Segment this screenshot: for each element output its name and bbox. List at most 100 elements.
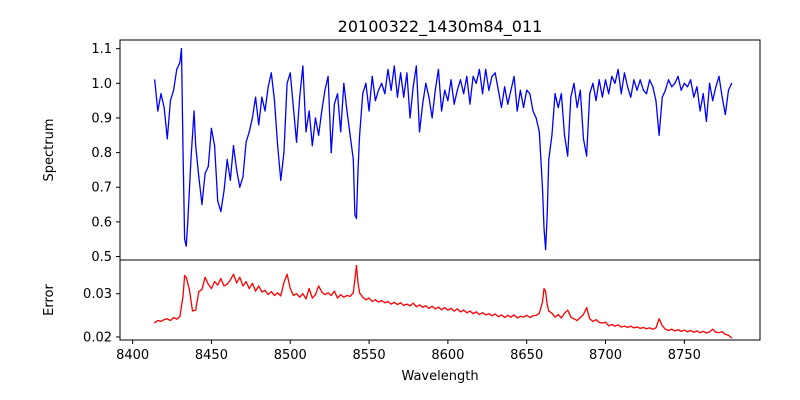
spectrum-point [357, 169, 359, 171]
spectrum-point [406, 72, 408, 74]
error-point [522, 316, 525, 318]
spectrum-point [693, 96, 695, 98]
error-point [724, 333, 726, 335]
spectrum-point [620, 93, 622, 95]
error-point [387, 300, 389, 303]
error-point [365, 299, 367, 301]
error-point [182, 295, 184, 297]
error-point [201, 288, 203, 291]
spectrum-point [305, 131, 307, 133]
spectrum-point [545, 249, 547, 251]
error-point [239, 276, 241, 278]
spectrum-point [563, 134, 566, 136]
spectrum-point [340, 131, 342, 133]
error-point [469, 310, 471, 312]
spectrum-point [399, 72, 402, 74]
spectrum-point [522, 106, 525, 109]
error-point [696, 330, 698, 332]
spectrum-point [179, 61, 181, 64]
spectrum-point [354, 214, 356, 216]
error-point [674, 330, 676, 332]
spectrum-point [280, 179, 282, 181]
spectrum-point [166, 138, 168, 140]
error-point [330, 294, 332, 297]
error-point [327, 292, 329, 294]
error-point [264, 289, 266, 291]
spectrum-point [724, 113, 726, 116]
spectrum-point [551, 134, 553, 136]
error-point [491, 315, 493, 317]
error-point [213, 281, 216, 283]
error-point [570, 316, 572, 318]
error-point [453, 310, 455, 312]
spectrum-point [377, 89, 380, 91]
spectrum-point [516, 110, 518, 112]
error-point [563, 312, 566, 314]
error-point [232, 273, 235, 275]
error-point [649, 327, 651, 329]
spectrum-point [318, 134, 320, 136]
error-point [280, 295, 282, 297]
spectrum-point [677, 75, 679, 77]
error-point [437, 306, 440, 308]
x-tick-label: 8750 [668, 348, 701, 363]
spectrum-point [513, 75, 515, 77]
error-point [261, 291, 263, 293]
spectrum-point [491, 75, 493, 77]
error-y-tick-label: 0.03 [83, 287, 112, 302]
error-point [582, 313, 585, 316]
spectrum-point [541, 186, 544, 188]
spectrum-point [664, 89, 667, 91]
spectrum-point [187, 221, 189, 223]
spectrum-point [409, 117, 411, 119]
spectrum-y-tick-label: 0.8 [91, 146, 112, 161]
error-point [381, 300, 383, 302]
error-point [242, 285, 244, 287]
x-tick-label: 8450 [195, 348, 228, 363]
spectrum-point [649, 79, 651, 81]
error-point [636, 326, 638, 328]
spectrum-point [292, 106, 294, 109]
spectrum-point [346, 110, 348, 112]
spectrum-point [437, 68, 440, 71]
spectrum-point [567, 155, 569, 157]
error-point [510, 316, 512, 318]
x-tick-label: 8700 [589, 348, 622, 363]
spectrum-point [302, 65, 304, 67]
x-tick-label: 8550 [353, 348, 386, 363]
error-point [254, 290, 257, 292]
spectrum-point [273, 100, 276, 102]
spectrum-point [642, 89, 644, 91]
spectrum-point [371, 75, 373, 77]
spectrum-point [500, 106, 503, 109]
error-point [179, 316, 181, 318]
spectrum-point [507, 103, 509, 105]
spectrum-point [343, 82, 345, 84]
error-point [541, 301, 544, 303]
error-point [481, 312, 484, 314]
error-point [207, 283, 209, 285]
error-point [589, 318, 591, 320]
error-point [620, 326, 622, 328]
spectrum-point [661, 96, 663, 98]
error-point [384, 302, 386, 304]
spectrum-point [229, 179, 231, 181]
error-point [270, 290, 272, 293]
spectrum-point [390, 89, 392, 91]
error-point [283, 281, 285, 284]
spectrum-point [630, 96, 632, 98]
error-point [485, 314, 487, 316]
error-point [191, 310, 194, 312]
spectrum-point [592, 82, 594, 84]
error-point [403, 304, 405, 307]
error-point [598, 321, 600, 323]
error-point [617, 324, 619, 326]
spectrum-point [396, 96, 399, 98]
error-point [318, 285, 320, 287]
spectrum-point [217, 200, 219, 202]
error-point [308, 287, 310, 290]
chart-title: 20100322_1430m84_011 [338, 17, 543, 37]
spectrum-point [236, 169, 238, 171]
error-point [667, 329, 670, 332]
spectrum-point [639, 79, 641, 81]
